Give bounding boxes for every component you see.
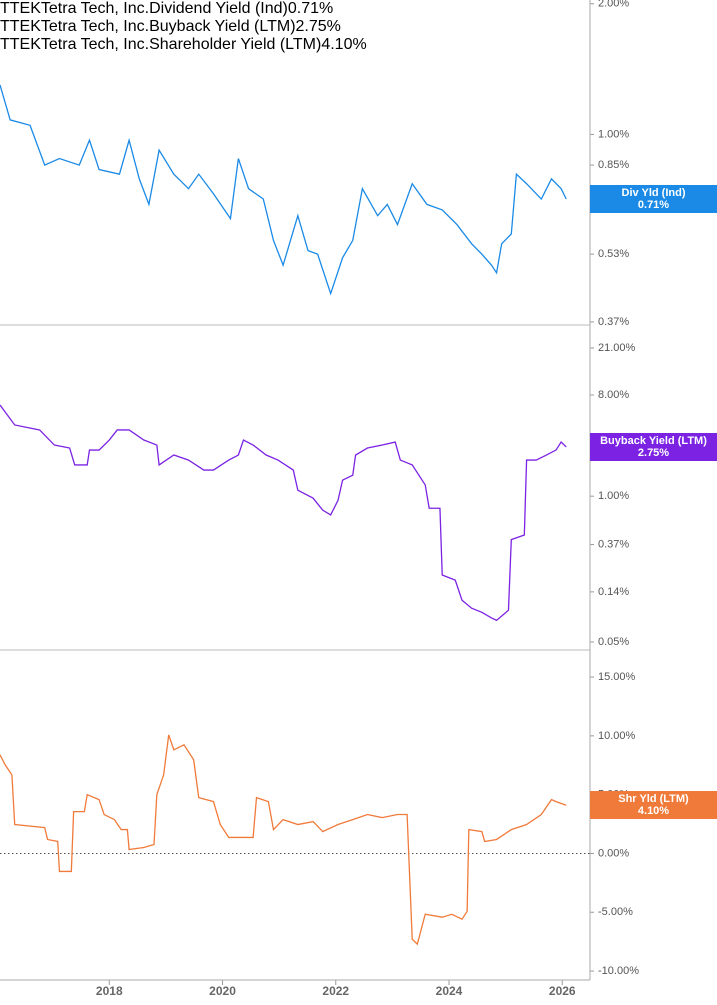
badge-value: 4.10% xyxy=(637,805,670,818)
y-tick-label: 15.00% xyxy=(598,671,636,683)
y-tick-label: 8.00% xyxy=(598,389,629,401)
y-tick-label: 0.53% xyxy=(598,248,629,260)
y-tick-label: 1.00% xyxy=(598,490,629,502)
legend: TTEKTetra Tech, Inc.Buyback Yield (LTM)2… xyxy=(0,18,717,36)
y-tick-label: 1.00% xyxy=(598,128,629,140)
legend-ticker: TTEK xyxy=(0,0,41,17)
data-line xyxy=(0,734,567,946)
legend-series: Shareholder Yield (LTM) xyxy=(149,36,322,53)
y-tick-label: 0.05% xyxy=(598,636,629,648)
legend: TTEKTetra Tech, Inc.Dividend Yield (Ind)… xyxy=(0,0,717,18)
legend-value: 4.10% xyxy=(321,36,367,53)
y-tick-label: 21.00% xyxy=(598,342,636,354)
legend-company: Tetra Tech, Inc. xyxy=(40,36,150,53)
legend-series: Dividend Yield (Ind) xyxy=(149,0,288,17)
badge-value: 0.71% xyxy=(637,199,670,212)
legend-ticker: TTEK xyxy=(0,36,41,53)
data-line xyxy=(0,404,567,622)
y-tick-label: 0.00% xyxy=(598,847,629,859)
x-tick-label: 2020 xyxy=(209,984,236,998)
data-line xyxy=(0,84,567,296)
y-tick-label: 0.37% xyxy=(598,538,629,550)
legend-company: Tetra Tech, Inc. xyxy=(40,18,150,35)
y-tick-label: 0.14% xyxy=(598,586,629,598)
legend: TTEKTetra Tech, Inc.Shareholder Yield (L… xyxy=(0,36,717,54)
x-tick-label: 2026 xyxy=(549,984,576,998)
legend-value: 2.75% xyxy=(295,18,341,35)
badge-name: Buyback Yield (LTM) xyxy=(600,434,707,447)
badge-value: 2.75% xyxy=(637,446,670,459)
y-tick-label: -5.00% xyxy=(598,906,633,918)
legend-value: 0.71% xyxy=(287,0,334,17)
x-tick-label: 2018 xyxy=(96,984,123,998)
y-tick-label: 10.00% xyxy=(598,730,636,742)
legend-series: Buyback Yield (LTM) xyxy=(149,18,296,35)
y-tick-label: 2.00% xyxy=(598,0,629,10)
value-badge: Div Yld (Ind) 0.71% xyxy=(590,185,717,214)
value-badge: Buyback Yield (LTM) 2.75% xyxy=(590,432,717,461)
badge-name: Div Yld (Ind) xyxy=(621,187,686,200)
y-tick-label: 0.85% xyxy=(598,159,629,171)
legend-ticker: TTEK xyxy=(0,18,41,35)
value-badge: Shr Yld (LTM) 4.10% xyxy=(590,791,717,820)
y-tick-label: 0.37% xyxy=(598,316,629,328)
legend-company: Tetra Tech, Inc. xyxy=(40,0,150,17)
x-tick-label: 2022 xyxy=(322,984,349,998)
x-tick-label: 2024 xyxy=(436,984,463,998)
badge-name: Shr Yld (LTM) xyxy=(618,793,689,806)
y-tick-label: -10.00% xyxy=(598,965,639,977)
